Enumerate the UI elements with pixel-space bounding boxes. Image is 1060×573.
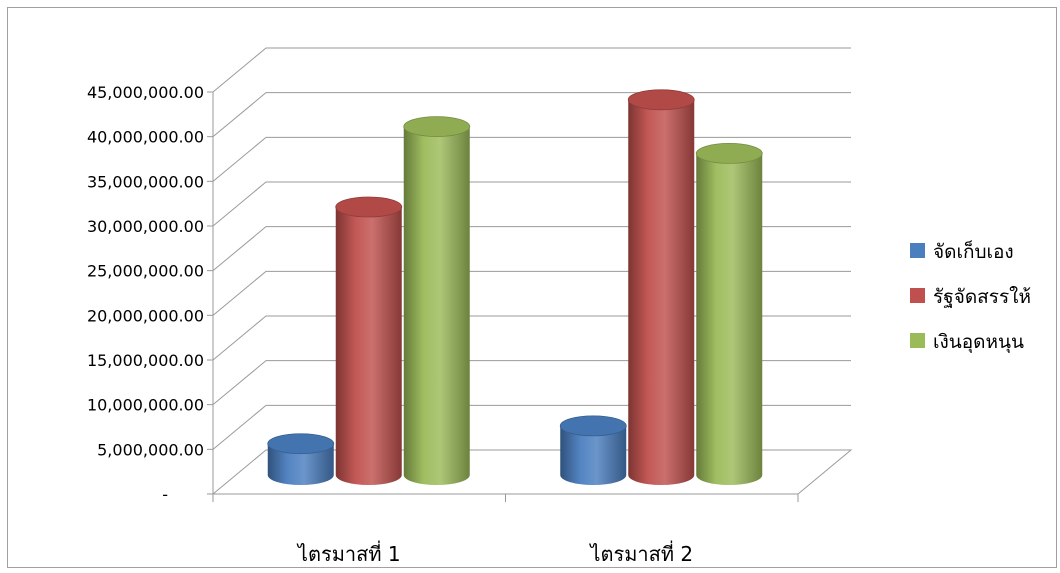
y-tick-label: 25,000,000.00 [87, 262, 204, 281]
chart-frame: - 5,000,000.00 10,000,000.00 15,000,000.00 2… [7, 7, 1057, 568]
y-tick-label: - [162, 485, 168, 504]
x-tick-label: ไตรมาสที่ 1 [296, 540, 401, 566]
bar-2-2 [627, 89, 695, 486]
y-tick-label: 30,000,000.00 [87, 217, 204, 236]
bar-3-2 [695, 142, 763, 485]
y-tick-label: 35,000,000.00 [87, 172, 204, 191]
bar-top [559, 415, 627, 437]
gridline [212, 47, 851, 93]
x-axis: ไตรมาสที่ 1 ไตรมาสที่ 2 [212, 494, 799, 566]
bar-top [403, 116, 471, 137]
bar-body [560, 425, 627, 485]
bar-top [627, 89, 695, 111]
y-tick-label: 5,000,000.00 [97, 440, 204, 459]
y-tick-label: 40,000,000.00 [87, 128, 204, 147]
legend-swatch-1 [910, 243, 925, 258]
bar-top [267, 433, 335, 455]
x-tick-label: ไตรมาสที่ 2 [588, 540, 693, 566]
bar-1-2 [559, 415, 627, 485]
bar-body [628, 99, 695, 486]
bars [267, 89, 763, 486]
bar-body [335, 207, 402, 485]
legend-swatch-3 [910, 333, 925, 348]
legend-label-3: เงินอุดหนุน [933, 331, 1024, 354]
bar-chart: - 5,000,000.00 10,000,000.00 15,000,000.00 2… [87, 47, 1031, 566]
legend-label-2: รัฐจัดสรรให้ [933, 286, 1031, 308]
bar-body [267, 443, 334, 485]
gridline [212, 92, 851, 138]
y-tick-label: 20,000,000.00 [87, 306, 204, 325]
chart-walls [212, 92, 853, 495]
bar-top [695, 142, 763, 164]
bar-1-1 [267, 433, 335, 485]
y-tick-label: 10,000,000.00 [87, 396, 204, 415]
legend-label-1: จัดเก็บเอง [933, 239, 1014, 263]
y-axis: - 5,000,000.00 10,000,000.00 15,000,000.00 2… [87, 83, 213, 504]
bar-top [335, 196, 403, 218]
chart-floor [212, 449, 853, 495]
bar-3-1 [403, 116, 471, 485]
bar-body [403, 126, 470, 485]
y-tick-label: 15,000,000.00 [87, 351, 204, 370]
bar-body [696, 153, 763, 485]
bar-2-1 [335, 196, 403, 485]
y-tick-label: 45,000,000.00 [87, 83, 204, 102]
legend-swatch-2 [910, 288, 925, 303]
